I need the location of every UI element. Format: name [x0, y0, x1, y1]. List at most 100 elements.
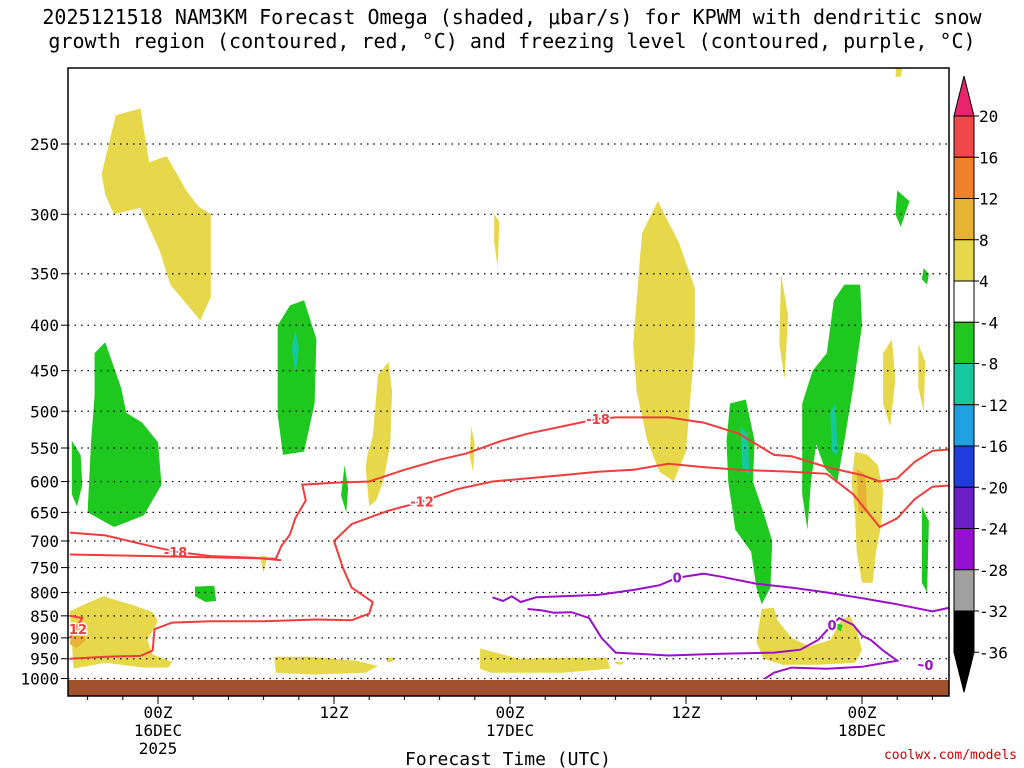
chart-title-line2: growth region (contoured, red, °C) and f…: [48, 29, 976, 53]
dendritic-contour-label-3: -18: [586, 413, 610, 428]
dendritic-contour-label-1: -12: [64, 623, 88, 638]
omega-region-25: [883, 339, 896, 427]
y-tick-label-700: 700: [30, 532, 59, 551]
plot-frame: [67, 67, 950, 697]
colorbar-swatch-5: [953, 321, 975, 364]
colorbar-label-11: -28: [979, 561, 1008, 580]
omega-region-18: [726, 399, 773, 605]
freezing-contour-label-1: 0: [828, 619, 837, 634]
dendritic-contour-label-0: -18: [164, 546, 188, 561]
colorbar: 20 16 12 8 4 -4 -8 -12 -16 -20 -24 -28 -32 -36: [953, 75, 1008, 693]
y-tick-label-450: 450: [30, 362, 59, 381]
omega-region-31: [756, 607, 862, 665]
y-tick-label-500: 500: [30, 402, 59, 421]
colorbar-swatch-0: [953, 115, 975, 158]
freezing-contour-line-0: [492, 572, 949, 613]
omega-region-6: [291, 330, 299, 375]
colorbar-label-7: -12: [979, 396, 1008, 415]
freezing-contour-label-0: 0: [673, 572, 682, 587]
colorbar-bottom-triangle: [953, 651, 975, 693]
credit-text: coolwx.com/models: [884, 748, 1017, 763]
freezing-contour-line-1: [527, 608, 900, 680]
x-tick-label-30-0: 12Z: [672, 703, 701, 722]
colorbar-swatch-9: [953, 486, 975, 529]
colorbar-label-0: 20: [979, 107, 998, 126]
x-tick-label-40-1: 18DEC: [838, 721, 886, 740]
x-tick-label-0-2: 2025: [139, 739, 178, 758]
colorbar-swatch-8: [953, 445, 975, 488]
colorbar-swatch-3: [953, 239, 975, 282]
omega-region-8: [365, 362, 393, 507]
axes: 250 300 350 400 450 500 550 600 650 700 750 800 850 9…: [20, 135, 933, 758]
colorbar-label-5: -4: [979, 313, 998, 332]
colorbar-swatch-1: [953, 156, 975, 199]
y-tick-label-950: 950: [30, 650, 59, 669]
y-tick-label-800: 800: [30, 583, 59, 602]
omega-region-16: [480, 648, 611, 673]
omega-region-13: [274, 656, 378, 675]
dendritic-contour-line-2: [69, 462, 949, 660]
x-tick-label-0-0: 00Z: [144, 703, 173, 722]
y-tick-label-650: 650: [30, 503, 59, 522]
x-tick-label-40-0: 00Z: [848, 703, 877, 722]
colorbar-swatch-2: [953, 198, 975, 241]
colorbar-label-8: -16: [979, 437, 1008, 456]
omega-region-5: [277, 300, 317, 455]
y-tick-label-1000: 1000: [20, 670, 59, 689]
colorbar-label-10: -24: [979, 520, 1008, 539]
colorbar-label-13: -36: [979, 643, 1008, 662]
colorbar-label-3: 8: [979, 231, 989, 250]
omega-region-29: [921, 506, 929, 593]
colorbar-top-triangle: [953, 75, 975, 117]
omega-region-20: [802, 284, 862, 530]
omega-region-10: [494, 214, 500, 269]
omega-region-14: [386, 657, 394, 662]
omega-shading: [70, 68, 929, 675]
dendritic-contour-line-3: [69, 416, 949, 560]
colorbar-label-6: -8: [979, 355, 998, 374]
freezing-contour-label-2: 0: [924, 659, 933, 674]
dendritic-contour-label-2: -12: [410, 496, 434, 511]
x-tick-label-10-0: 12Z: [320, 703, 349, 722]
colorbar-swatch-7: [953, 404, 975, 447]
chart-title-line1: 2025121518 NAM3KM Forecast Omega (shaded…: [42, 5, 982, 29]
y-tick-label-550: 550: [30, 439, 59, 458]
omega-region-22: [779, 273, 789, 380]
omega-region-32: [837, 623, 843, 632]
omega-region-11: [469, 426, 475, 472]
y-tick-label-300: 300: [30, 205, 59, 224]
colorbar-label-1: 16: [979, 148, 998, 167]
y-tick-label-350: 350: [30, 265, 59, 284]
y-tick-label-900: 900: [30, 629, 59, 648]
y-tick-label-750: 750: [30, 559, 59, 578]
colorbar-swatch-6: [953, 363, 975, 406]
omega-region-17: [615, 662, 625, 665]
omega-region-12: [260, 556, 268, 573]
y-tick-label-850: 850: [30, 607, 59, 626]
omega-region-9: [341, 465, 349, 513]
x-axis-label: Forecast Time (UTC): [405, 749, 611, 768]
colorbar-swatch-11: [953, 569, 975, 612]
dendritic-contour-line-1: [69, 614, 84, 639]
omega-region-7: [195, 585, 217, 602]
colorbar-swatch-4: [953, 280, 975, 323]
colorbar-label-2: 12: [979, 190, 998, 209]
x-tick-label-20-0: 00Z: [496, 703, 525, 722]
omega-region-3: [70, 596, 173, 669]
y-tick-label-400: 400: [30, 316, 59, 335]
x-tick-label-0-1: 16DEC: [134, 721, 182, 740]
colorbar-swatch-10: [953, 528, 975, 571]
omega-region-30: [895, 68, 903, 77]
omega-region-1: [87, 342, 162, 527]
omega-region-28: [918, 344, 926, 412]
colorbar-label-12: -32: [979, 602, 1008, 621]
y-tick-label-600: 600: [30, 473, 59, 492]
freezing-contour-line-2: [918, 662, 933, 668]
omega-region-0: [101, 108, 211, 321]
omega-region-21: [830, 403, 838, 455]
colorbar-swatch-12: [953, 610, 975, 653]
omega-region-2: [71, 440, 83, 507]
ground-terrain: [68, 680, 949, 696]
colorbar-label-9: -20: [979, 478, 1008, 497]
